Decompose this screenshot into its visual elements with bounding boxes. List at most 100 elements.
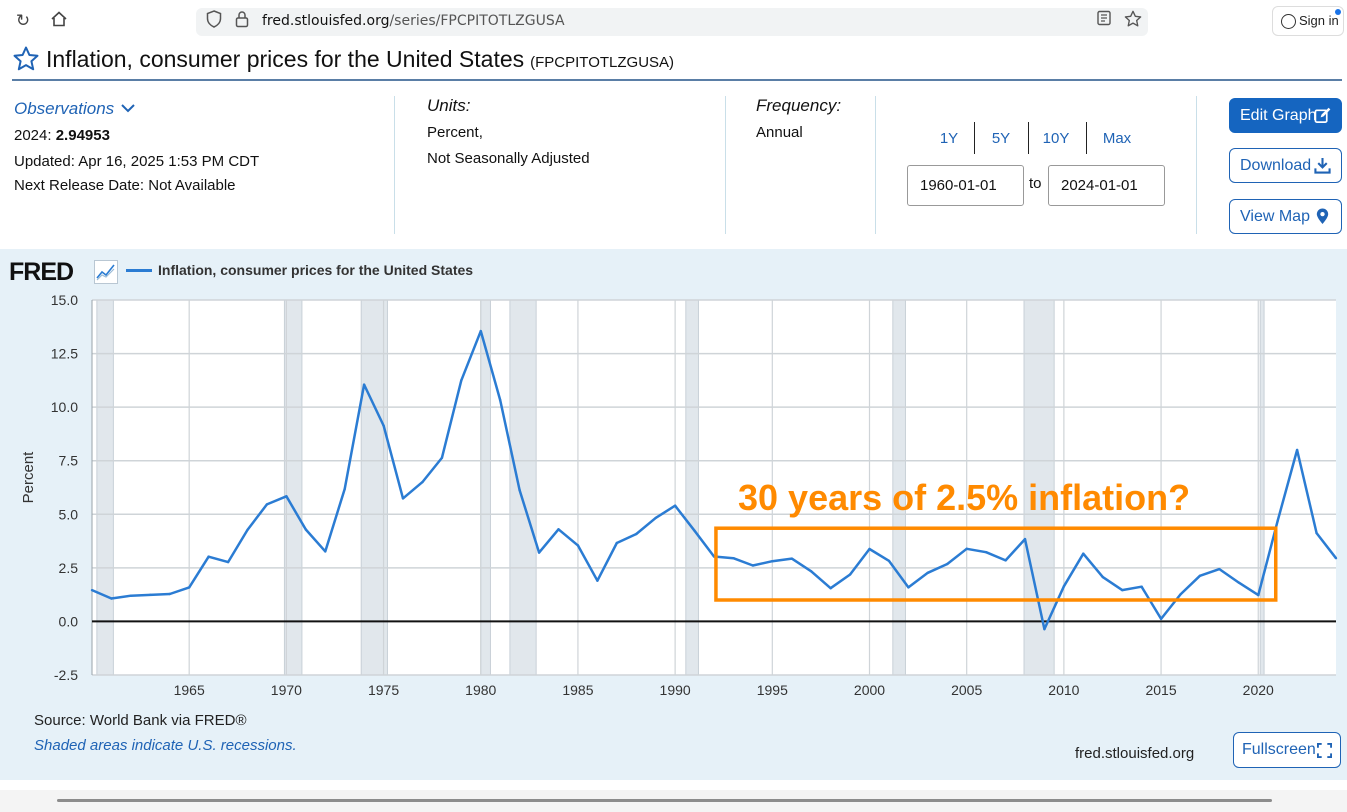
- units-section: Units: Percent, Not Seasonally Adjusted: [427, 93, 590, 172]
- data-point: [149, 593, 152, 597]
- range-5y-button[interactable]: 5Y: [991, 130, 1011, 147]
- data-point: [1159, 617, 1163, 621]
- sign-in-button[interactable]: Sign in: [1272, 6, 1344, 36]
- data-point: [110, 597, 113, 600]
- data-point: [1062, 585, 1066, 588]
- x-tick-label: 1985: [562, 682, 593, 698]
- data-point: [984, 551, 988, 554]
- data-point: [518, 488, 521, 492]
- lock-icon[interactable]: [232, 10, 252, 30]
- chart-legend: Inflation, consumer prices for the Unite…: [126, 262, 473, 278]
- data-point: [324, 550, 327, 553]
- bookmark-star-icon[interactable]: [1123, 10, 1143, 30]
- y-tick-label: 10.0: [51, 399, 78, 415]
- recession-note-link[interactable]: Shaded areas indicate U.S. recessions.: [34, 737, 297, 754]
- url-path: /series/FPCPITOTLZGUSA: [389, 13, 565, 29]
- series: [90, 329, 1338, 631]
- data-point: [343, 487, 346, 491]
- address-bar[interactable]: [196, 8, 1148, 36]
- data-point: [790, 557, 793, 560]
- units-line-1: Percent,: [427, 124, 483, 141]
- observations-toggle[interactable]: Observations: [14, 96, 259, 123]
- reload-icon[interactable]: ↻: [15, 11, 31, 30]
- end-date-input[interactable]: 2024-01-01: [1048, 165, 1165, 206]
- legend-label: Inflation, consumer prices for the Unite…: [158, 262, 474, 278]
- person-icon: [1281, 14, 1296, 29]
- view-map-button[interactable]: View Map: [1229, 199, 1342, 234]
- inflation-line-chart[interactable]: 15.0 12.5 10.0 7.5 5.0 2.5 0.0 -2.5 1965 1970 1975…: [0, 280, 1347, 700]
- observation-value: 2.94953: [55, 127, 110, 144]
- y-tick-label: 7.5: [59, 453, 79, 469]
- y-axis-title: Percent: [20, 451, 37, 504]
- data-point: [1198, 574, 1202, 577]
- edit-graph-label: Edit Graph: [1240, 107, 1317, 124]
- units-line-2: Not Seasonally Adjusted: [427, 150, 590, 167]
- data-point: [1101, 575, 1104, 579]
- fullscreen-icon: [1317, 743, 1332, 758]
- observation-year: 2024:: [14, 127, 52, 144]
- reader-view-icon[interactable]: [1094, 10, 1114, 30]
- browser-toolbar: ↻ fred.stlouisfed.org/series/FPCPITOTLZG…: [0, 0, 1347, 42]
- section-divider: [394, 96, 395, 234]
- x-tick-label: 1980: [465, 682, 496, 698]
- start-date-input[interactable]: 1960-01-01: [907, 165, 1024, 206]
- download-button[interactable]: Download: [1229, 148, 1342, 183]
- scrollbar-thumb[interactable]: [57, 799, 1272, 802]
- axes: 15.0 12.5 10.0 7.5 5.0 2.5 0.0 -2.5 1965 1970 1975…: [20, 292, 1336, 698]
- sign-in-label: Sign in: [1299, 13, 1339, 28]
- data-point: [1257, 593, 1260, 597]
- recession-band: [283, 299, 303, 676]
- fred-site-label: fred.stlouisfed.org: [1075, 745, 1195, 762]
- data-point: [1004, 559, 1007, 562]
- edit-icon: [1314, 107, 1331, 123]
- data-point: [829, 587, 832, 590]
- data-point: [868, 547, 871, 551]
- series-id: (FPCPITOTLZGUSA): [530, 53, 675, 71]
- data-point: [1276, 519, 1279, 522]
- url-host: fred.stlouisfed.org: [262, 13, 390, 29]
- home-icon[interactable]: [48, 10, 70, 32]
- data-point: [479, 329, 482, 333]
- data-point: [1295, 448, 1299, 452]
- date-range-to-label: to: [1029, 175, 1042, 192]
- recession-band: [96, 299, 114, 676]
- data-point: [246, 528, 249, 532]
- data-point: [265, 503, 269, 506]
- data-point: [382, 424, 385, 427]
- fullscreen-button[interactable]: Fullscreen: [1233, 732, 1341, 768]
- favorite-star-icon[interactable]: [12, 45, 40, 73]
- shield-icon[interactable]: [204, 10, 224, 30]
- frequency-section: Frequency: Annual: [756, 93, 841, 146]
- data-point: [362, 383, 366, 386]
- url-text[interactable]: fred.stlouisfed.org/series/FPCPITOTLZGUS…: [262, 13, 565, 29]
- section-divider: [1196, 96, 1197, 234]
- data-point: [557, 528, 560, 531]
- range-10y-button[interactable]: 10Y: [1042, 130, 1070, 147]
- data-point: [187, 586, 191, 589]
- data-point: [1179, 593, 1182, 596]
- range-max-button[interactable]: Max: [1102, 130, 1132, 147]
- edit-graph-button[interactable]: Edit Graph: [1229, 98, 1342, 133]
- range-separator: [974, 122, 975, 154]
- source-note: Source: World Bank via FRED®: [34, 712, 247, 729]
- data-point: [440, 456, 444, 460]
- title-divider: [12, 79, 1342, 81]
- data-point: [460, 379, 463, 382]
- data-point: [1237, 581, 1241, 584]
- data-point: [848, 573, 852, 576]
- x-tick-label: 1965: [174, 682, 205, 698]
- range-1y-button[interactable]: 1Y: [939, 130, 959, 147]
- y-tick-label: 0.0: [59, 613, 79, 629]
- data-point: [90, 588, 94, 592]
- data-point: [965, 547, 968, 550]
- data-point: [421, 480, 424, 484]
- x-tick-label: 2015: [1145, 682, 1176, 698]
- data-point: [576, 544, 580, 547]
- next-release-date: Next Release Date: Not Available: [14, 177, 236, 194]
- x-tick-label: 1990: [660, 682, 691, 698]
- annotation-text: 30 years of 2.5% inflation?: [738, 477, 1190, 518]
- data-point: [1218, 567, 1221, 571]
- data-point: [129, 594, 133, 597]
- recession-band: [685, 299, 699, 676]
- y-tick-label: 5.0: [59, 506, 79, 522]
